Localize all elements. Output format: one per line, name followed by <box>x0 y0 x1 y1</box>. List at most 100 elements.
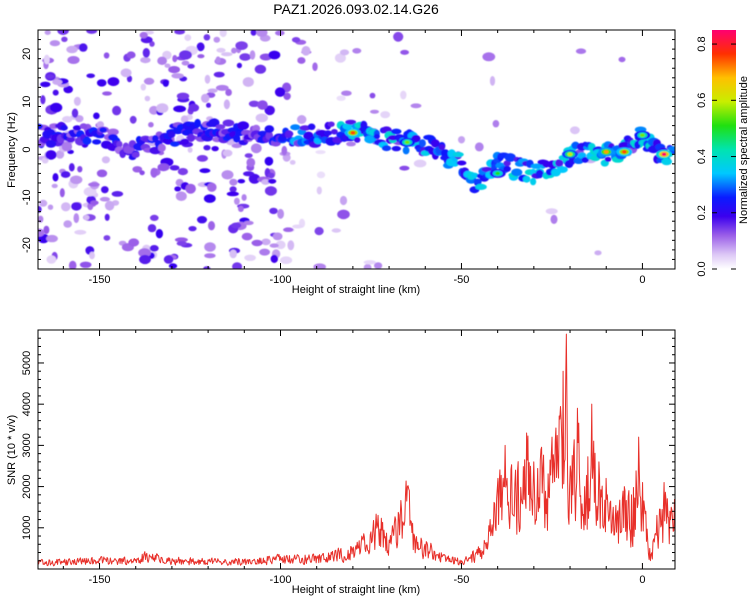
spectrogram-cell <box>315 150 326 155</box>
spectrogram-cell <box>323 130 333 136</box>
spectrogram-cell <box>474 142 484 152</box>
spectrogram-cell <box>168 66 181 74</box>
spectrogram-cell <box>52 89 59 96</box>
spectrogram-cell <box>157 143 166 152</box>
spectrogram-cell <box>181 60 190 66</box>
spectrogram-cell <box>221 170 234 180</box>
spectrogram-cell <box>180 115 189 123</box>
spectrogram-cell <box>45 150 57 160</box>
spectrogram-cell <box>456 160 467 166</box>
spectrogram-cell <box>83 214 90 221</box>
spectrogram-cell <box>252 124 261 133</box>
spectrogram-frame <box>37 29 676 270</box>
spectrogram-cell <box>74 229 87 235</box>
spectrogram-cell <box>104 200 115 211</box>
spectrogram-cell <box>511 168 523 177</box>
spectrogram-cell <box>89 251 95 260</box>
spectrogram-cell <box>187 133 195 142</box>
spectrogram-cell <box>68 260 77 269</box>
spectrogram-cell <box>66 45 78 54</box>
spectrogram-cell <box>213 71 225 78</box>
spectrogram-cell <box>594 250 602 256</box>
spectrogram-cell <box>369 92 376 99</box>
spectrogram-cell <box>530 177 537 186</box>
spectrogram-cell <box>102 91 112 96</box>
spectrogram-cell <box>70 175 83 185</box>
spectrogram-cell <box>180 138 190 145</box>
spectrogram-cell <box>257 100 268 110</box>
spectrogram-cell <box>188 103 200 112</box>
spectrogram-cell <box>149 245 159 252</box>
spectrogram-cell <box>283 92 291 101</box>
spectrogram-cell <box>78 43 88 52</box>
spectrogram-cell <box>49 102 63 113</box>
spectrogram-cell <box>418 139 426 148</box>
y-tick-label: -20 <box>21 237 33 253</box>
spectrogram-cell <box>522 175 531 183</box>
spectrogram-cell <box>269 243 279 248</box>
y-tick-label: 4000 <box>21 392 33 416</box>
snr-panel: -150 -100 -50 0 1000 2000 3000 4000 5000 Height… <box>6 329 676 596</box>
spectrogram-cell <box>99 127 107 133</box>
spectrogram-cell <box>79 261 92 268</box>
spectrogram-cell <box>254 64 267 74</box>
spectrogram-cell <box>504 153 516 162</box>
y-tick-label: 20 <box>21 48 33 60</box>
spectrogram-cell <box>331 129 338 135</box>
spectrogram-cell <box>157 163 170 172</box>
spectrogram-cell <box>60 171 71 178</box>
spectrogram-cell <box>264 156 274 166</box>
x-tick-label: -150 <box>89 274 111 286</box>
spectrogram-cell <box>251 239 263 247</box>
spectrogram-cell <box>174 186 182 192</box>
spectrogram-cell <box>155 229 163 239</box>
spectrogram-cell <box>139 254 151 265</box>
spectrogram-cell <box>164 63 171 68</box>
spectrogram-cell <box>555 159 564 167</box>
spectrogram-cell <box>157 56 168 65</box>
spectrogram-cell <box>174 30 185 35</box>
spectrogram-cell <box>204 253 216 259</box>
spectrogram-cell <box>246 157 256 168</box>
spectrogram-cell <box>264 125 275 133</box>
spectrogram-cell <box>101 186 109 194</box>
spectrogram-cell <box>216 47 226 53</box>
spectrogram-cell <box>176 241 187 246</box>
spectrogram-cell <box>431 139 440 148</box>
spectrogram-cell <box>241 232 253 241</box>
colorbar-tick-label: 0.6 <box>696 93 708 108</box>
spectrogram-cell <box>399 165 410 171</box>
spectrogram-cell <box>410 103 422 109</box>
spectrogram-cell <box>492 120 500 128</box>
spectrogram-cell <box>107 77 120 87</box>
spectrogram-cell <box>334 53 346 63</box>
spectrogram-cell <box>93 112 100 120</box>
spectrogram-cell <box>481 166 494 173</box>
spectrogram-cell <box>142 48 150 58</box>
spectrogram-cell <box>339 49 350 56</box>
spectrogram-cell <box>393 31 404 42</box>
spectrogram-cell <box>452 151 464 158</box>
spectrogram-cell <box>242 77 254 87</box>
spectrogram-cell <box>150 214 159 221</box>
spectrogram-cell <box>567 152 573 157</box>
spectrogram-cell <box>402 146 410 155</box>
spectrogram-cell <box>67 56 80 64</box>
spectrogram-cell <box>126 75 133 83</box>
spectrogram-cell <box>143 77 155 85</box>
colorbar: 0.0 0.2 0.4 0.6 0.8 Normalized spectral ampl… <box>696 30 750 277</box>
spectrogram-cell <box>280 256 293 265</box>
spectrogram-cell <box>341 90 352 96</box>
spectrogram-cell <box>96 79 107 87</box>
spectrogram-cell <box>342 123 353 130</box>
snr-x-label: Height of straight line (km) <box>292 584 420 596</box>
spectrogram-cell <box>336 95 346 101</box>
spectrogram-cell <box>96 121 104 129</box>
spectrogram-cell <box>203 145 211 151</box>
spectrogram-cell <box>256 30 268 37</box>
spectrogram-cell <box>86 73 95 79</box>
spectrogram-cell <box>257 130 268 137</box>
spectrogram-cell <box>312 62 318 71</box>
spectrogram-cell <box>46 234 58 243</box>
